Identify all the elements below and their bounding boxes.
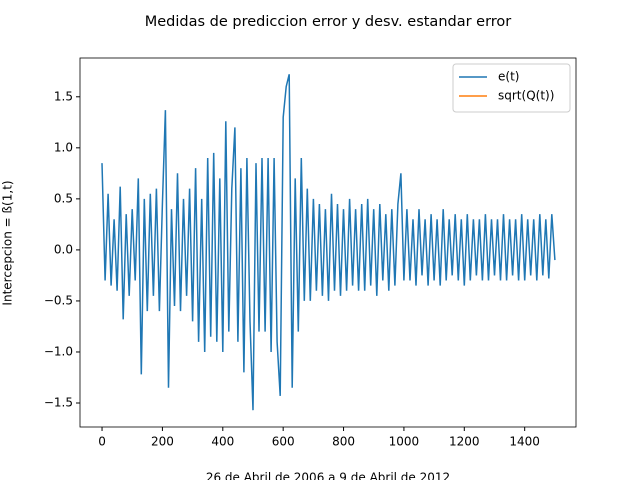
- y-tick-label: 1.5: [54, 89, 73, 103]
- y-tick-label: 1.0: [54, 140, 73, 154]
- x-tick-label: 0: [98, 435, 106, 449]
- x-axis-label: 26 de Abril de 2006 a 9 de Abril de 2012: [206, 471, 450, 480]
- y-tick-label: 0.0: [54, 242, 73, 256]
- legend-label: sqrt(Q(t)): [498, 89, 554, 103]
- plot-frame: [79, 57, 577, 428]
- x-tick-label: 1000: [389, 435, 420, 449]
- y-tick-label: 0.5: [54, 191, 73, 205]
- legend-label: e(t): [498, 70, 519, 84]
- x-tick-label: 1400: [509, 435, 540, 449]
- legend-box: [452, 63, 571, 113]
- x-tick-label: 800: [332, 435, 355, 449]
- x-tick-label: 200: [151, 435, 174, 449]
- x-tick-label: 1200: [449, 435, 480, 449]
- chart-title: Medidas de prediccion error y desv. esta…: [145, 14, 512, 30]
- x-tick-label: 600: [272, 435, 295, 449]
- series-line: [101, 74, 556, 411]
- y-tick-label: −1.0: [44, 344, 73, 358]
- x-tick-label: 400: [211, 435, 234, 449]
- y-tick-label: −1.5: [44, 396, 73, 410]
- y-axis-label: Intercepcion = ß(1,t): [1, 180, 15, 305]
- y-tick-label: −0.5: [44, 293, 73, 307]
